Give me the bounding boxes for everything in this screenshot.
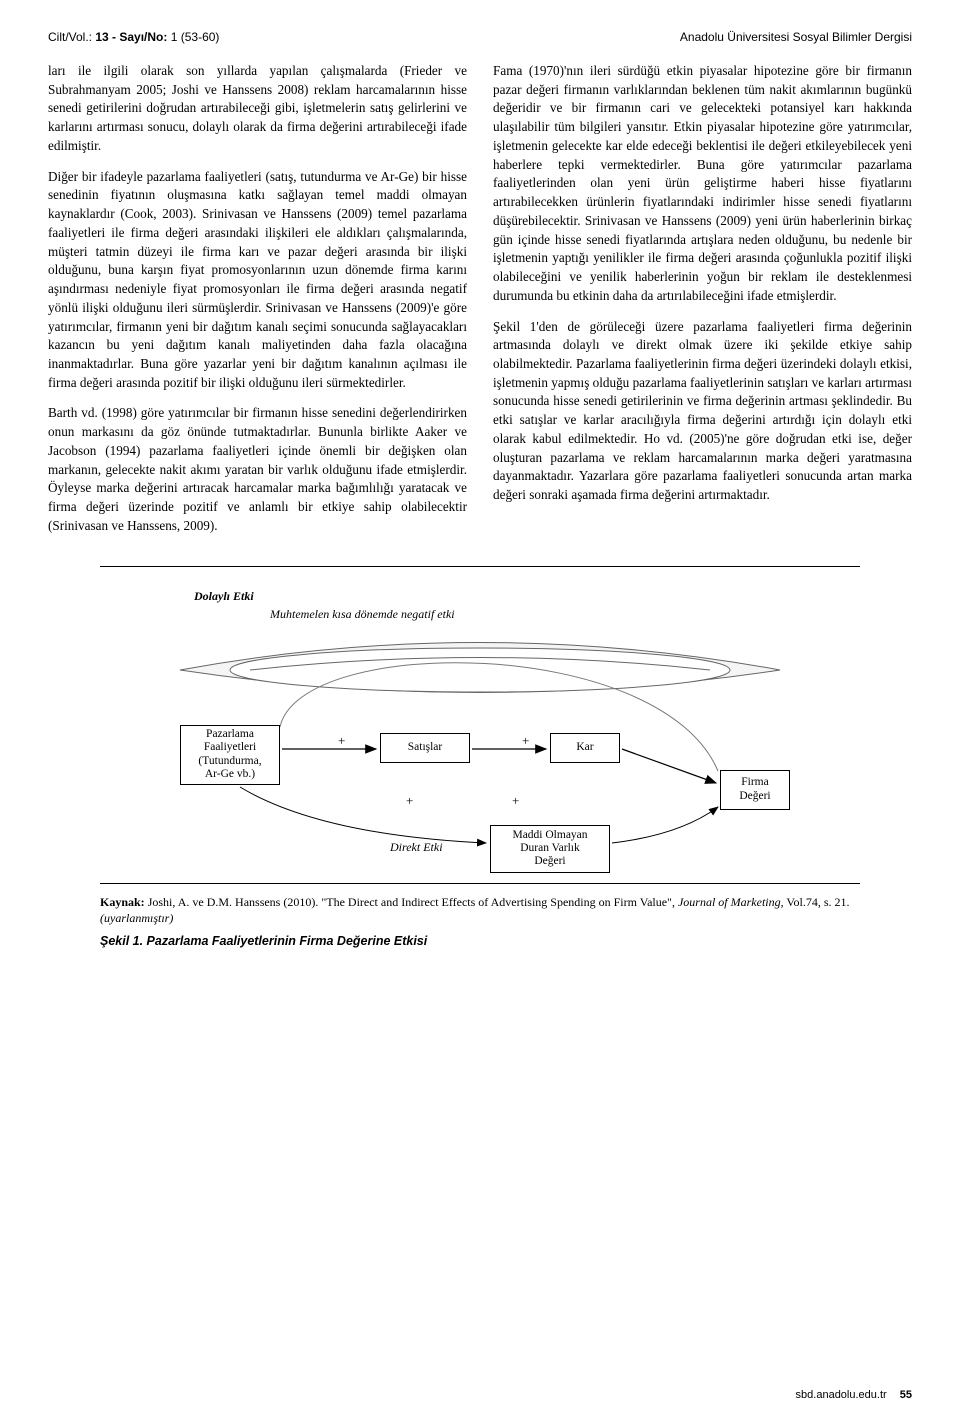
header-vol-prefix: Cilt/Vol.:: [48, 30, 95, 44]
header-issue-prefix: Sayı/No:: [119, 30, 170, 44]
source-text2: , Vol.74, s. 21.: [781, 895, 850, 909]
paragraph: Fama (1970)'nın ileri sürdüğü etkin piya…: [493, 62, 912, 306]
left-column: ları ile ilgili olarak son yıllarda yapı…: [48, 62, 467, 548]
node-pazarlama: PazarlamaFaaliyetleri(Tutundurma,Ar-Ge v…: [180, 725, 280, 785]
source-prefix: Kaynak:: [100, 895, 148, 909]
plus-icon: +: [406, 793, 413, 809]
indirect-sublabel: Muhtemelen kısa dönemde negatif etki: [270, 607, 455, 622]
header-vol: 13 -: [95, 30, 119, 44]
plus-icon: +: [522, 733, 529, 749]
figure-title: Şekil 1. Pazarlama Faaliyetlerinin Firma…: [100, 933, 860, 951]
header-left: Cilt/Vol.: 13 - Sayı/No: 1 (53-60): [48, 30, 219, 44]
figure-source: Kaynak: Joshi, A. ve D.M. Hanssens (2010…: [100, 894, 860, 928]
page-number: 55: [900, 1389, 912, 1401]
page-footer: sbd.anadolu.edu.tr 55: [796, 1389, 912, 1401]
figure-canvas: Dolaylı Etki Muhtemelen kısa dönemde neg…: [120, 575, 840, 875]
paragraph: ları ile ilgili olarak son yıllarda yapı…: [48, 62, 467, 156]
figure-caption: Kaynak: Joshi, A. ve D.M. Hanssens (2010…: [100, 894, 860, 951]
node-firma: FirmaDeğeri: [720, 770, 790, 810]
node-maddi: Maddi OlmayanDuran VarlıkDeğeri: [490, 825, 610, 873]
body-columns: ları ile ilgili olarak son yıllarda yapı…: [48, 62, 912, 548]
source-text1: Joshi, A. ve D.M. Hanssens (2010). "The …: [148, 895, 678, 909]
source-journal: Journal of Marketing: [678, 895, 781, 909]
page-header: Cilt/Vol.: 13 - Sayı/No: 1 (53-60) Anado…: [48, 30, 912, 44]
plus-icon: +: [338, 733, 345, 749]
direct-label: Direkt Etki: [390, 840, 443, 855]
header-journal: Anadolu Üniversitesi Sosyal Bilimler Der…: [680, 30, 912, 44]
header-issue: 1 (53-60): [171, 30, 220, 44]
right-column: Fama (1970)'nın ileri sürdüğü etkin piya…: [493, 62, 912, 548]
source-suffix: (uyarlanmıştır): [100, 911, 173, 925]
node-kar: Kar: [550, 733, 620, 763]
paragraph: Diğer bir ifadeyle pazarlama faaliyetler…: [48, 168, 467, 393]
paragraph: Barth vd. (1998) göre yatırımcılar bir f…: [48, 404, 467, 535]
node-satislar: Satışlar: [380, 733, 470, 763]
paragraph: Şekil 1'den de görüleceği üzere pazarlam…: [493, 318, 912, 505]
footer-url: sbd.anadolu.edu.tr: [796, 1389, 887, 1401]
plus-icon: +: [512, 793, 519, 809]
figure-1: Dolaylı Etki Muhtemelen kısa dönemde neg…: [100, 566, 860, 884]
indirect-label: Dolaylı Etki: [194, 589, 254, 604]
